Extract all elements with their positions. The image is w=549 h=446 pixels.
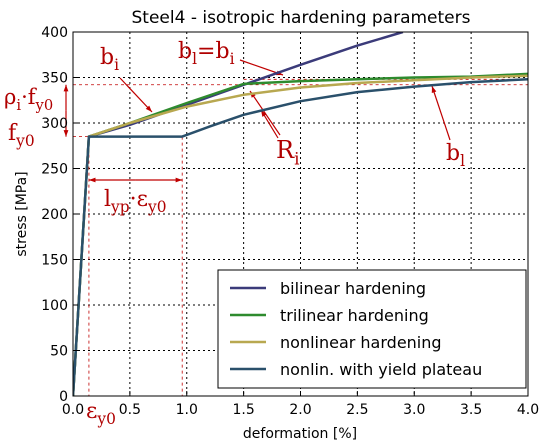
y-tick-label: 200: [41, 207, 68, 223]
annotation-bl-eq-bi: bl=bi: [178, 39, 235, 68]
grid: [73, 32, 528, 396]
bi-arrow: [119, 77, 153, 113]
legend-label: bilinear hardening: [280, 279, 426, 298]
x-tick-label: 4.0: [517, 402, 539, 418]
legend-box: [217, 269, 527, 389]
legend-label: nonlin. with yield plateau: [280, 360, 482, 379]
annotation-ri: Ri: [276, 136, 299, 169]
annotation-bi-label: bi: [100, 45, 119, 74]
bl-arrow: [431, 85, 451, 141]
legend: bilinear hardening trilinear hardening non…: [217, 269, 527, 389]
x-tick-label: 2.5: [346, 402, 368, 418]
x-tick-label: 1.0: [176, 402, 198, 418]
annotation-labels: bi bl=bi ρi·fy0 fy0 Ri bl lyp·εy0 εy0: [4, 39, 465, 428]
series-layer: [73, 32, 528, 396]
ticks: 0.0 0.5 1.0 1.5 2.0 2.5 3.0 3.5 4.0 0 50 100 150 200 2…: [41, 25, 539, 418]
series-line-4: [73, 78, 528, 396]
rho-arrow-a: [63, 84, 69, 111]
chart-title: Steel4 - isotropic hardening parameters: [132, 8, 471, 28]
x-tick-label: 0.5: [119, 402, 141, 418]
annotation-eps-y0: εy0: [86, 399, 116, 428]
legend-label: nonlinear hardening: [280, 333, 442, 352]
y-tick-label: 0: [59, 389, 68, 405]
x-tick-label: 2.0: [289, 402, 311, 418]
annotation-fy0: fy0: [8, 121, 35, 150]
legend-label: trilinear hardening: [280, 306, 429, 325]
ri-arrow-2: [260, 109, 279, 139]
lyp-arrow-a: [88, 177, 136, 183]
y-tick-label: 300: [41, 116, 68, 132]
y-tick-label: 400: [41, 25, 68, 41]
y-tick-label: 50: [50, 344, 68, 360]
x-tick-label: 1.5: [232, 402, 254, 418]
y-tick-label: 100: [41, 298, 68, 314]
x-tick-label: 3.5: [460, 402, 482, 418]
x-tick-label: 0.0: [62, 402, 84, 418]
rho-arrow-b: [63, 110, 69, 137]
annotation-rho-fy0: ρi·fy0: [4, 85, 53, 114]
y-tick-label: 350: [41, 71, 68, 87]
y-axis-label: stress [MPa]: [14, 171, 30, 256]
lyp-arrow-b: [135, 177, 183, 183]
y-tick-label: 150: [41, 253, 68, 269]
annotation-bl: bl: [446, 141, 465, 170]
y-tick-label: 250: [41, 162, 68, 178]
annotation-lyp: lyp·εy0: [104, 187, 167, 216]
x-axis-label: deformation [%]: [243, 426, 357, 442]
series-line-3: [73, 74, 528, 396]
x-tick-label: 3.0: [403, 402, 425, 418]
